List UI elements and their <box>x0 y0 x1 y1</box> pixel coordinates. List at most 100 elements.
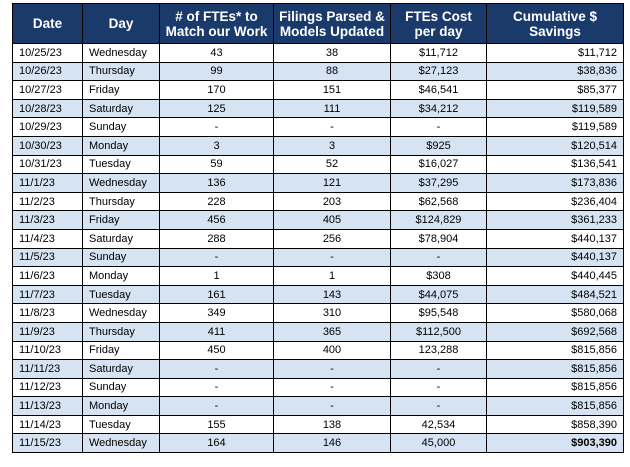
cell-date: 10/29/23 <box>12 117 83 137</box>
cell-date: 11/4/23 <box>12 228 83 249</box>
cell-date: 11/3/23 <box>12 210 83 230</box>
cell-date: 11/14/23 <box>12 414 83 435</box>
cell-date: 11/11/23 <box>12 359 83 379</box>
header-ftes-line2: Match our Work <box>165 23 268 39</box>
cell-cost: $112,500 <box>390 321 487 342</box>
table-row: 11/1/23 Wednesday 136 121 $37,295 $173,836 <box>12 173 624 193</box>
cell-cost: 42,534 <box>390 414 487 435</box>
cell-day: Wednesday <box>82 173 160 193</box>
table-body: 10/25/23 Wednesday 43 38 $11,712 $11,712 10/26… <box>12 43 624 454</box>
cell-day: Thursday <box>82 191 160 212</box>
header-cost: FTEs Cost per day <box>390 3 487 44</box>
cell-date: 11/12/23 <box>12 377 83 398</box>
header-row: Date Day # of FTEs* to Match our Work Fil… <box>12 3 624 44</box>
header-filings-line1: Filings Parsed & <box>279 8 385 24</box>
cell-filings: 143 <box>273 284 391 305</box>
cell-cost: $11,712 <box>390 43 487 63</box>
cell-date: 10/25/23 <box>12 43 83 63</box>
cell-cost: $34,212 <box>390 98 487 119</box>
cell-date: 11/15/23 <box>12 433 83 454</box>
cell-filings: 365 <box>273 321 391 342</box>
cell-cost: $62,568 <box>390 191 487 212</box>
cell-cost: - <box>390 377 487 398</box>
cell-cumulative: $120,514 <box>486 135 624 156</box>
cell-ftes: 411 <box>159 321 274 342</box>
cell-cumulative: $903,390 <box>486 433 624 454</box>
cell-date: 11/10/23 <box>12 340 83 361</box>
table-row: 11/4/23 Saturday 288 256 $78,904 $440,137 <box>12 228 624 249</box>
table-row: 11/12/23 Sunday - - - $815,856 <box>12 377 624 398</box>
cell-filings: 405 <box>273 210 391 230</box>
header-cost-line1: FTEs Cost <box>405 8 472 24</box>
cell-ftes: - <box>159 359 274 379</box>
table-row: 11/3/23 Friday 456 405 $124,829 $361,233 <box>12 210 624 230</box>
cell-cost: $308 <box>390 266 487 286</box>
cell-date: 11/2/23 <box>12 191 83 212</box>
table-row: 11/14/23 Tuesday 155 138 42,534 $858,390 <box>12 414 624 435</box>
cell-ftes: - <box>159 247 274 268</box>
cell-day: Wednesday <box>82 43 160 63</box>
cell-cost: 45,000 <box>390 433 487 454</box>
cell-filings: 256 <box>273 228 391 249</box>
table-row: 10/31/23 Tuesday 59 52 $16,027 $136,541 <box>12 154 624 175</box>
header-filings-line2: Models Updated <box>279 23 385 39</box>
cell-cumulative: $173,836 <box>486 173 624 193</box>
cell-filings: - <box>273 396 391 416</box>
cell-day: Tuesday <box>82 414 160 435</box>
cell-day: Wednesday <box>82 433 160 454</box>
cell-filings: 400 <box>273 340 391 361</box>
cell-cost: - <box>390 396 487 416</box>
header-date-label: Date <box>32 16 63 31</box>
cell-day: Saturday <box>82 98 160 119</box>
cell-day: Sunday <box>82 377 160 398</box>
cell-ftes: - <box>159 377 274 398</box>
cell-date: 11/6/23 <box>12 266 83 286</box>
table-row: 10/30/23 Monday 3 3 $925 $120,514 <box>12 135 624 156</box>
cell-day: Friday <box>82 80 160 100</box>
header-day: Day <box>82 3 160 44</box>
table-row: 11/15/23 Wednesday 164 146 45,000 $903,390 <box>12 433 624 454</box>
cell-filings: 3 <box>273 135 391 156</box>
table-row: 11/2/23 Thursday 228 203 $62,568 $236,404 <box>12 191 624 212</box>
cell-filings: - <box>273 377 391 398</box>
header-cumulative-line1: Cumulative $ <box>512 8 598 24</box>
cell-day: Tuesday <box>82 154 160 175</box>
table-row: 11/9/23 Thursday 411 365 $112,500 $692,568 <box>12 321 624 342</box>
header-ftes-line1: # of FTEs* to <box>175 8 258 24</box>
cell-day: Monday <box>82 396 160 416</box>
cell-filings: 88 <box>273 61 391 82</box>
cell-cumulative: $440,445 <box>486 266 624 286</box>
table-row: 11/10/23 Friday 450 400 123,288 $815,856 <box>12 340 624 361</box>
cell-ftes: 1 <box>159 266 274 286</box>
cell-day: Thursday <box>82 321 160 342</box>
cell-filings: 52 <box>273 154 391 175</box>
table-row: 11/6/23 Monday 1 1 $308 $440,445 <box>12 266 624 286</box>
cell-cost: $95,548 <box>390 303 487 323</box>
header-cumulative-line2: Savings <box>529 23 581 39</box>
cell-filings: - <box>273 247 391 268</box>
cell-day: Sunday <box>82 117 160 137</box>
cell-cumulative: $11,712 <box>486 43 624 63</box>
header-cost-line2: per day <box>414 23 463 39</box>
cell-day: Friday <box>82 340 160 361</box>
cell-cost: $37,295 <box>390 173 487 193</box>
cell-filings: 38 <box>273 43 391 63</box>
cell-day: Tuesday <box>82 284 160 305</box>
cell-day: Saturday <box>82 359 160 379</box>
cell-ftes: 164 <box>159 433 274 454</box>
cell-cost: $46,541 <box>390 80 487 100</box>
cell-cumulative: $580,068 <box>486 303 624 323</box>
cell-date: 10/27/23 <box>12 80 83 100</box>
table-row: 11/11/23 Saturday - - - $815,856 <box>12 359 624 379</box>
cell-ftes: 456 <box>159 210 274 230</box>
cell-ftes: 288 <box>159 228 274 249</box>
cell-cumulative: $440,137 <box>486 228 624 249</box>
cell-cost: $27,123 <box>390 61 487 82</box>
cell-date: 11/5/23 <box>12 247 83 268</box>
cell-filings: 121 <box>273 173 391 193</box>
cell-date: 11/9/23 <box>12 321 83 342</box>
cell-day: Wednesday <box>82 303 160 323</box>
cell-cost: $44,075 <box>390 284 487 305</box>
cell-ftes: 155 <box>159 414 274 435</box>
cell-day: Monday <box>82 135 160 156</box>
